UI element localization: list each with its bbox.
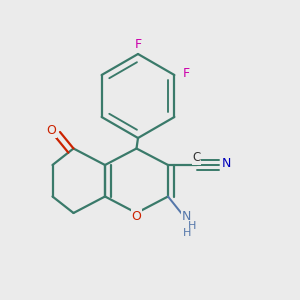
Text: H: H — [183, 228, 192, 239]
Text: H: H — [188, 220, 196, 231]
Text: F: F — [183, 67, 190, 80]
Text: F: F — [134, 38, 142, 52]
Text: O: O — [46, 124, 56, 137]
Text: C: C — [192, 151, 201, 164]
Text: N: N — [222, 157, 231, 170]
Text: O: O — [132, 209, 141, 223]
Text: N: N — [181, 209, 191, 223]
